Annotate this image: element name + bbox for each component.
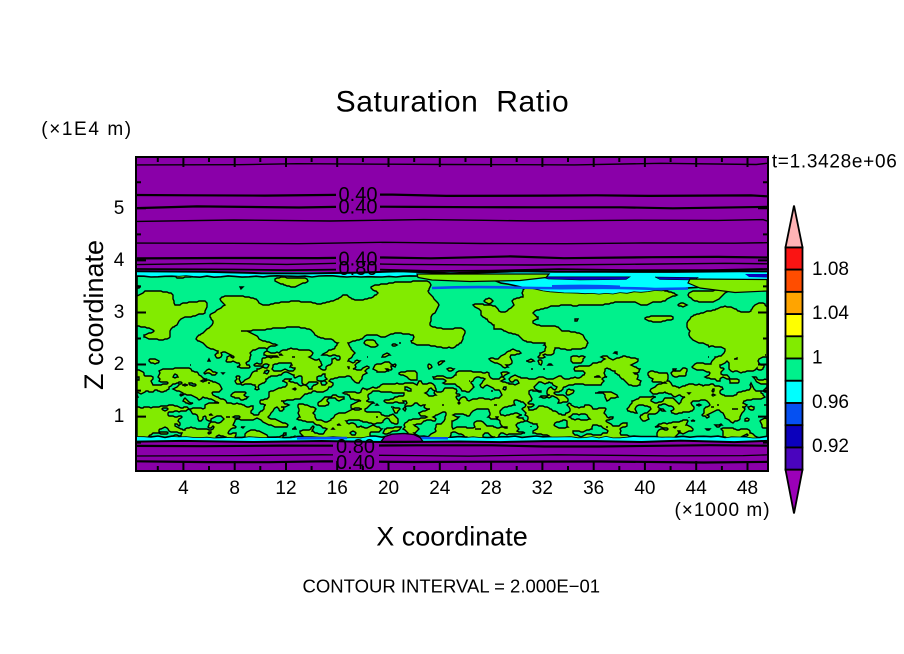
svg-text:CONTOUR INTERVAL = 2.000E−01: CONTOUR INTERVAL = 2.000E−01 (303, 576, 601, 597)
svg-text:1.08: 1.08 (812, 259, 849, 280)
svg-text:4: 4 (114, 250, 125, 271)
svg-text:(×1E4 m): (×1E4 m) (41, 119, 132, 140)
svg-text:8: 8 (229, 478, 240, 499)
svg-text:48: 48 (737, 478, 758, 499)
svg-text:Saturation Ratio: Saturation Ratio (336, 86, 570, 119)
svg-text:0.92: 0.92 (812, 436, 849, 457)
svg-text:2: 2 (114, 354, 125, 375)
svg-text:44: 44 (686, 478, 708, 499)
svg-text:0.80: 0.80 (336, 436, 375, 458)
svg-text:t=1.3428e+06: t=1.3428e+06 (772, 152, 898, 173)
svg-text:32: 32 (532, 478, 553, 499)
svg-text:5: 5 (114, 198, 125, 219)
svg-text:0.96: 0.96 (812, 392, 849, 413)
svg-text:1: 1 (812, 347, 823, 368)
svg-text:12: 12 (275, 478, 296, 499)
svg-text:36: 36 (583, 478, 604, 499)
svg-text:4: 4 (178, 478, 189, 499)
svg-text:(×1000 m): (×1000 m) (674, 500, 770, 521)
svg-text:16: 16 (327, 478, 348, 499)
svg-text:0.40: 0.40 (339, 184, 378, 206)
svg-text:40: 40 (634, 478, 655, 499)
svg-text:0.40: 0.40 (336, 452, 375, 474)
svg-text:20: 20 (378, 478, 399, 499)
svg-text:Z coordinate: Z coordinate (79, 240, 109, 390)
svg-text:0.80: 0.80 (339, 258, 378, 280)
svg-text:28: 28 (481, 478, 502, 499)
svg-text:24: 24 (429, 478, 451, 499)
svg-text:1: 1 (114, 406, 125, 427)
svg-text:1.04: 1.04 (812, 303, 849, 324)
svg-text:X coordinate: X coordinate (376, 522, 528, 552)
svg-text:0.40: 0.40 (339, 249, 378, 271)
svg-text:3: 3 (114, 302, 125, 323)
svg-text:0.40: 0.40 (339, 197, 378, 219)
